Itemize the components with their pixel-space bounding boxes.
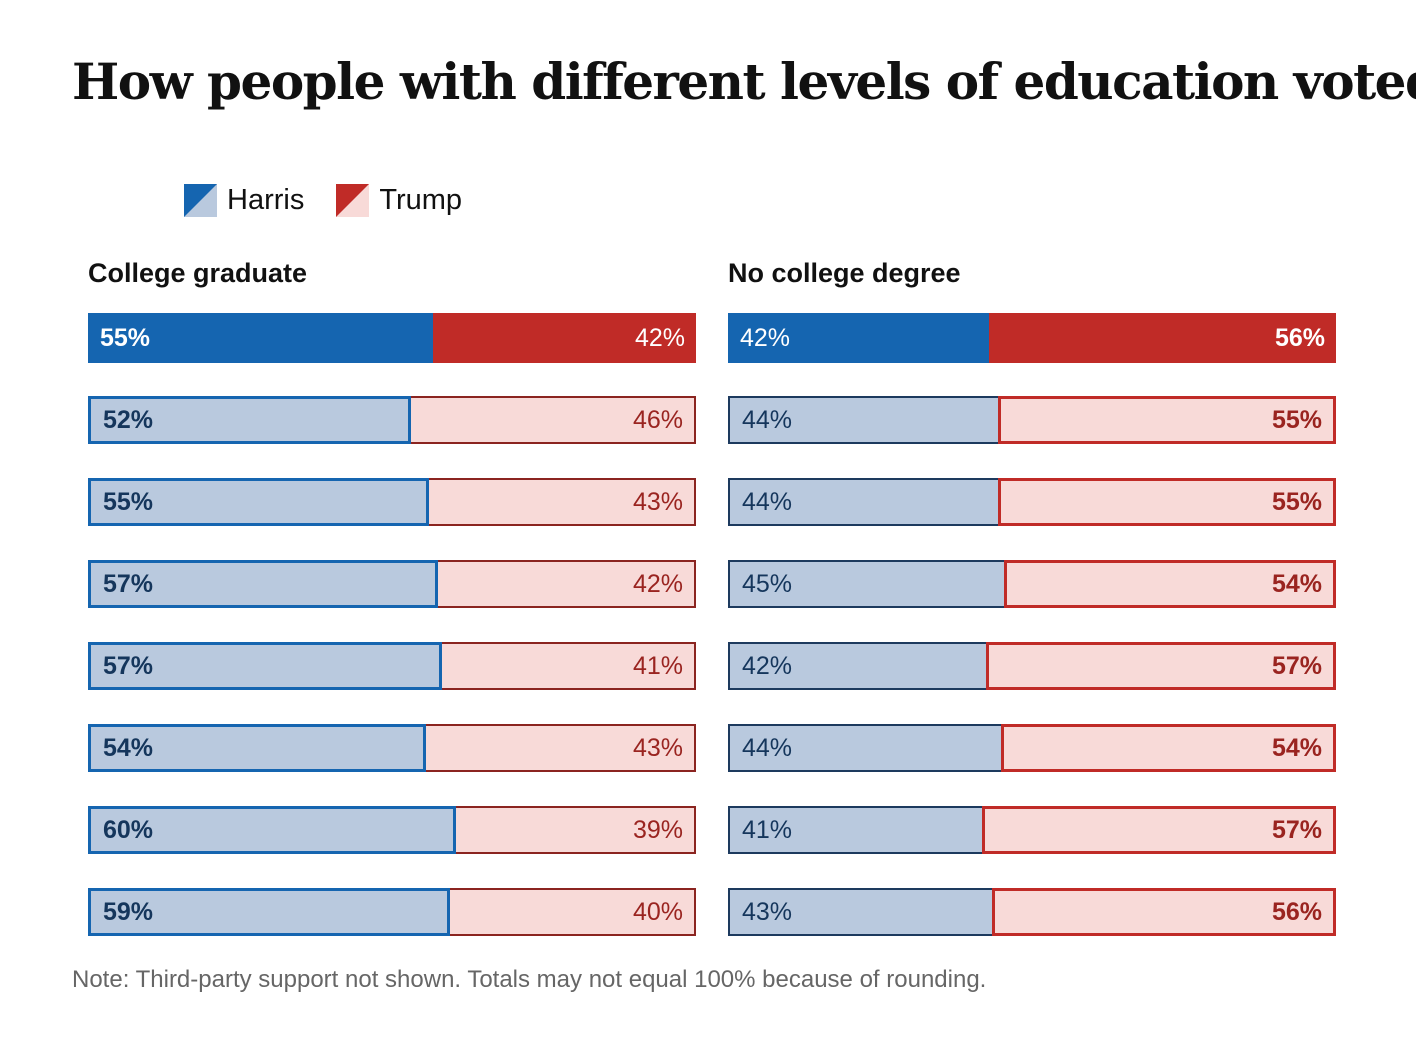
bar-trump: 55%	[998, 478, 1336, 526]
bar-row: 45% 54%	[728, 560, 1336, 608]
trump-value-label: 43%	[632, 487, 683, 516]
bar-row: 52% 46%	[88, 396, 696, 444]
bar-row: 44% 55%	[728, 478, 1336, 526]
harris-value-label: 59%	[103, 897, 154, 926]
harris-value-label: 55%	[100, 323, 151, 352]
legend-label-trump: Trump	[379, 184, 463, 216]
harris-value-label: 52%	[103, 405, 154, 434]
harris-value-label: 42%	[740, 323, 791, 352]
bar-trump: 40%	[450, 888, 696, 936]
trump-value-label: 57%	[1271, 815, 1322, 844]
bar-trump: 57%	[986, 642, 1336, 690]
bar-trump: 57%	[982, 806, 1336, 854]
trump-value-label: 42%	[634, 323, 685, 352]
harris-value-label: 60%	[103, 815, 154, 844]
bar-harris: 55%	[88, 478, 429, 526]
trump-value-label: 56%	[1271, 897, 1322, 926]
bar-harris: 52%	[88, 396, 411, 444]
bar-row: 54% 43%	[88, 724, 696, 772]
panel-title: No college degree	[728, 258, 961, 288]
bar-trump: 42%	[438, 560, 696, 608]
bar-harris: 44%	[728, 396, 998, 444]
bar-trump: 56%	[989, 313, 1336, 363]
panel-no-college-degree: No college degree 42% 56% 44% 55% 44% 55% 45% 5…	[728, 258, 1336, 936]
bar-harris: 41%	[728, 806, 982, 854]
bar-trump: 41%	[442, 642, 696, 690]
bar-harris: 59%	[88, 888, 450, 936]
trump-value-label: 41%	[632, 651, 683, 680]
bar-row: 60% 39%	[88, 806, 696, 854]
bar-harris: 42%	[728, 642, 986, 690]
bar-harris: 60%	[88, 806, 456, 854]
bar-row: 59% 40%	[88, 888, 696, 936]
harris-value-label: 44%	[742, 733, 793, 762]
bar-trump: 56%	[992, 888, 1336, 936]
harris-value-label: 41%	[742, 815, 793, 844]
bar-harris: 42%	[728, 313, 989, 363]
legend-label-harris: Harris	[227, 184, 305, 216]
bar-row: 55% 42%	[88, 313, 696, 363]
legend-item-trump: Trump	[336, 184, 462, 217]
bar-row: 42% 57%	[728, 642, 1336, 690]
bar-trump: 42%	[433, 313, 696, 363]
panel-title: College graduate	[88, 258, 308, 288]
harris-value-label: 42%	[742, 651, 793, 680]
bar-row: 41% 57%	[728, 806, 1336, 854]
bar-harris: 54%	[88, 724, 426, 772]
trump-swatch-icon	[336, 184, 370, 217]
footnote: Note: Third-party support not shown. Tot…	[72, 966, 987, 993]
bar-trump: 46%	[411, 396, 696, 444]
trump-value-label: 55%	[1271, 487, 1322, 516]
bar-trump: 43%	[426, 724, 696, 772]
harris-value-label: 44%	[742, 405, 793, 434]
bar-row: 55% 43%	[88, 478, 696, 526]
harris-value-label: 55%	[103, 487, 154, 516]
harris-value-label: 57%	[103, 569, 154, 598]
bar-harris: 44%	[728, 478, 998, 526]
bar-harris: 43%	[728, 888, 992, 936]
trump-value-label: 55%	[1271, 405, 1322, 434]
bar-harris: 45%	[728, 560, 1004, 608]
bar-harris: 55%	[88, 313, 433, 363]
legend-item-harris: Harris	[184, 184, 304, 217]
bar-row: 57% 42%	[88, 560, 696, 608]
bar-row: 43% 56%	[728, 888, 1336, 936]
bar-row: 42% 56%	[728, 313, 1336, 363]
trump-value-label: 40%	[632, 897, 683, 926]
harris-value-label: 57%	[103, 651, 154, 680]
bar-row: 44% 55%	[728, 396, 1336, 444]
trump-value-label: 56%	[1274, 323, 1325, 352]
trump-value-label: 57%	[1271, 651, 1322, 680]
bar-trump: 39%	[456, 806, 696, 854]
trump-value-label: 42%	[632, 569, 683, 598]
chart-title: How people with different levels of educ…	[72, 52, 1416, 111]
bar-trump: 54%	[1004, 560, 1336, 608]
legend: Harris Trump	[184, 184, 494, 217]
trump-value-label: 39%	[632, 815, 683, 844]
harris-value-label: 43%	[742, 897, 793, 926]
bar-trump: 55%	[998, 396, 1336, 444]
bar-trump: 54%	[1001, 724, 1336, 772]
bar-harris: 57%	[88, 560, 438, 608]
harris-value-label: 44%	[742, 487, 793, 516]
bar-trump: 43%	[429, 478, 696, 526]
trump-value-label: 43%	[632, 733, 683, 762]
bar-row: 57% 41%	[88, 642, 696, 690]
trump-value-label: 54%	[1271, 733, 1322, 762]
bar-harris: 57%	[88, 642, 442, 690]
harris-value-label: 54%	[103, 733, 154, 762]
trump-value-label: 54%	[1271, 569, 1322, 598]
panel-college-graduate: College graduate 55% 42% 52% 46% 55% 43% 57% 42…	[88, 258, 696, 936]
bar-harris: 44%	[728, 724, 1001, 772]
trump-value-label: 46%	[632, 405, 683, 434]
bar-row: 44% 54%	[728, 724, 1336, 772]
harris-swatch-icon	[184, 184, 217, 217]
harris-value-label: 45%	[742, 569, 793, 598]
